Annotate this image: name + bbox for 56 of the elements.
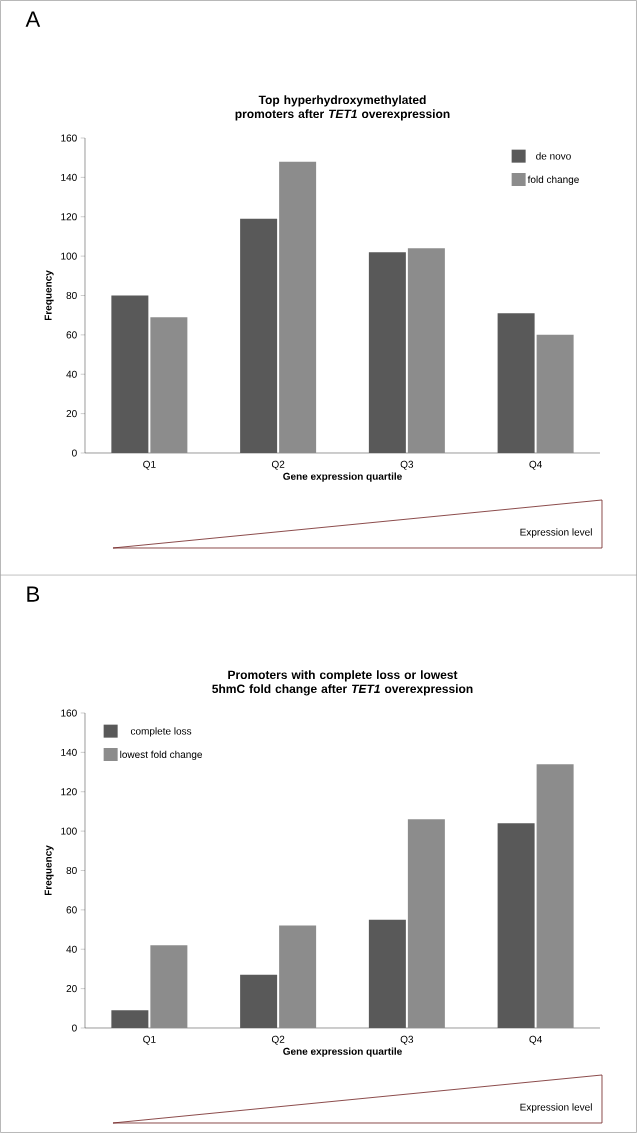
bar [407, 819, 445, 1028]
chart-title: Promoters with complete loss or lowest 5hmC fold change after TET1 overexpression [212, 670, 473, 696]
bar [111, 295, 149, 453]
bar [497, 313, 535, 453]
y-tick-label: 20 [66, 410, 77, 418]
bar [279, 925, 317, 1028]
text: B [27, 586, 40, 602]
y-tick-label: 140 [61, 173, 77, 181]
bar [407, 248, 445, 453]
y-tick-label: 100 [61, 252, 77, 260]
y-axis-title: Frequency [44, 270, 54, 321]
x-tick-label: Q1 [143, 1035, 156, 1045]
y-tick-label: 80 [66, 291, 77, 300]
y-tick-label: 60 [66, 331, 77, 339]
text: Expression level [520, 1103, 592, 1113]
bar [150, 317, 188, 453]
bar [150, 945, 188, 1028]
y-tick-label: 40 [66, 945, 77, 953]
y-tick-label: 120 [61, 213, 77, 221]
legend-label: complete loss [130, 727, 192, 737]
text: Expression level [520, 528, 592, 538]
bar [368, 919, 406, 1028]
chart-title: Top hyperhydroxymethylated promoters after TET1 overexpression [235, 95, 450, 121]
bar [279, 161, 317, 453]
y-tick-label: 80 [66, 866, 77, 875]
text: A [25, 11, 41, 27]
y-tick-label: 120 [61, 788, 77, 796]
bar [111, 1010, 149, 1028]
x-tick-label: Q1 [143, 460, 156, 470]
bar [536, 764, 574, 1028]
y-tick-label: 60 [66, 906, 77, 914]
y-tick-label: 20 [66, 985, 77, 993]
y-tick-label: 40 [66, 370, 77, 378]
x-tick-label: Q3 [400, 460, 414, 470]
x-tick-label: Q4 [529, 1035, 542, 1045]
y-tick-label: 160 [61, 709, 77, 717]
y-tick-label: 160 [61, 134, 77, 142]
y-tick-label: 140 [61, 748, 77, 756]
bar [368, 252, 406, 453]
x-tick-label: Q4 [529, 460, 542, 470]
bar [497, 823, 535, 1028]
bar [240, 974, 278, 1028]
x-axis-title: Gene expression quartile [283, 472, 402, 482]
x-tick-label: Q3 [400, 1035, 414, 1045]
x-tick-label: Q2 [271, 1035, 285, 1045]
legend-label: lowest fold change [120, 750, 203, 760]
x-tick-label: Q2 [271, 460, 285, 470]
y-tick-label: 0 [72, 1024, 77, 1032]
bar [536, 334, 574, 453]
legend-label: fold change [527, 175, 579, 185]
legend-label: de novo [536, 152, 571, 160]
y-tick-label: 0 [72, 449, 77, 457]
y-tick-label: 100 [61, 827, 77, 835]
x-axis-title: Gene expression quartile [283, 1047, 402, 1057]
y-axis-title: Frequency [44, 845, 54, 896]
bar [240, 218, 278, 453]
